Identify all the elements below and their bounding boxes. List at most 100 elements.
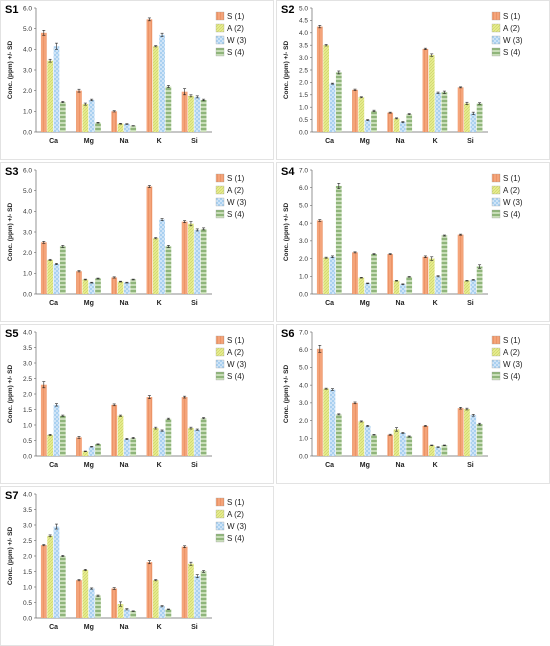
bar [358,97,365,132]
bar [188,428,194,456]
legend-label: S (4) [227,48,245,57]
bar [111,111,118,132]
x-tick-label: K [433,462,438,469]
y-tick-label: 0.0 [23,129,32,136]
y-tick-label: 1.5 [23,407,32,414]
bar [476,103,483,132]
bar [329,389,336,456]
y-tick-label: 1.0 [299,274,308,281]
y-axis-label: Conc. (ppm) +/- SD [7,41,14,100]
bar [76,271,82,294]
x-tick-label: K [157,300,162,307]
legend-swatch [491,35,501,45]
y-axis-label: Conc. (ppm) +/- SD [7,527,14,586]
legend-label: A (2) [503,186,520,195]
bar [352,252,358,294]
y-tick-label: 4.0 [23,209,32,216]
legend-swatch [491,371,501,381]
y-tick-label: 5.0 [299,5,308,12]
panel-s6: S6 0.0 1.0 2.0 3.0 4.0 5.0 6.0 7.0 Conc. (ppm) +/… [276,324,550,484]
legend-swatch [215,35,225,45]
legend-swatch [215,347,225,357]
x-tick-label: K [157,462,162,469]
legend-label: W (3) [227,522,247,531]
bar [95,444,101,456]
x-tick-label: Na [396,300,405,307]
y-axis-label: Conc. (ppm) +/- SD [283,41,290,100]
bar [470,113,477,132]
legend-swatch [215,209,225,219]
x-tick-label: Si [191,300,198,307]
x-tick-label: Mg [84,462,94,469]
y-tick-label: 2.0 [299,418,308,425]
y-tick-label: 3.0 [23,67,32,74]
bar [117,415,124,456]
legend-label: A (2) [227,510,244,519]
legend-label: W (3) [503,36,523,45]
panel-s7: S7 0.0 0.5 1.0 1.5 2.0 2.5 3.0 3.5 4.0 Conc. (ppm)… [0,486,274,646]
x-tick-label: Ca [49,624,58,631]
panel-title: S4 [281,166,295,178]
x-tick-label: K [433,138,438,145]
bar [335,72,342,132]
bar [146,562,153,618]
legend-label: W (3) [227,36,247,45]
bar [152,238,159,294]
x-tick-label: Ca [49,462,58,469]
bar [181,91,188,132]
x-tick-label: Mg [84,138,94,145]
bar [200,418,207,456]
bar [165,609,172,618]
bar [152,46,159,132]
bar [329,83,336,132]
legend-label: S (1) [503,336,521,345]
bar [95,595,101,618]
bar [165,86,172,132]
y-tick-label: 3.0 [299,400,308,407]
bar [387,112,394,132]
bar [422,425,429,456]
legend-swatch [491,185,501,195]
bar [124,124,130,132]
chart-svg: S3 0.0 1.0 2.0 3.0 4.0 5.0 6.0 Conc. (ppm) +/- S… [0,162,274,322]
x-tick-label: Na [396,462,405,469]
legend-label: S (4) [503,210,521,219]
bar [59,415,66,456]
legend-swatch [215,359,225,369]
panel-title: S5 [5,328,18,340]
bar [194,96,201,132]
x-tick-label: Si [467,300,474,307]
bar [316,26,323,133]
legend-label: S (1) [227,498,245,507]
y-axis-label: Conc. (ppm) +/- SD [7,203,14,262]
bar [364,120,371,132]
chart-svg: S7 0.0 0.5 1.0 1.5 2.0 2.5 3.0 3.5 4.0 Conc. (ppm)… [0,486,274,646]
bar [316,220,323,294]
bar [181,397,188,456]
bar [88,446,95,456]
bar [124,609,130,618]
bar [406,436,413,456]
legend-label: S (1) [227,336,245,345]
legend-swatch [215,47,225,57]
bar [82,451,89,456]
bar [165,418,172,456]
bar [441,92,448,132]
bar [358,421,365,456]
panel-s2: S2 0.0 0.5 1.0 1.5 2.0 2.5 3.0 3.5 4.0 4.5 5.0 Conc.… [276,0,550,160]
legend-label: S (4) [227,210,245,219]
y-tick-label: 1.0 [23,422,32,429]
y-tick-label: 2.0 [23,553,32,560]
x-tick-label: K [157,624,162,631]
bar [464,409,470,456]
y-tick-label: 0.0 [23,453,32,460]
bar [422,48,429,132]
bar [53,526,60,618]
legend-swatch [491,335,501,345]
panel-border [0,162,274,322]
chart-svg: S6 0.0 1.0 2.0 3.0 4.0 5.0 6.0 7.0 Conc. (ppm) +/… [276,324,550,484]
bar [40,384,47,456]
bar [82,279,89,294]
bar [476,266,483,294]
panel-s3: S3 0.0 1.0 2.0 3.0 4.0 5.0 6.0 Conc. (ppm) +/- S… [0,162,274,322]
